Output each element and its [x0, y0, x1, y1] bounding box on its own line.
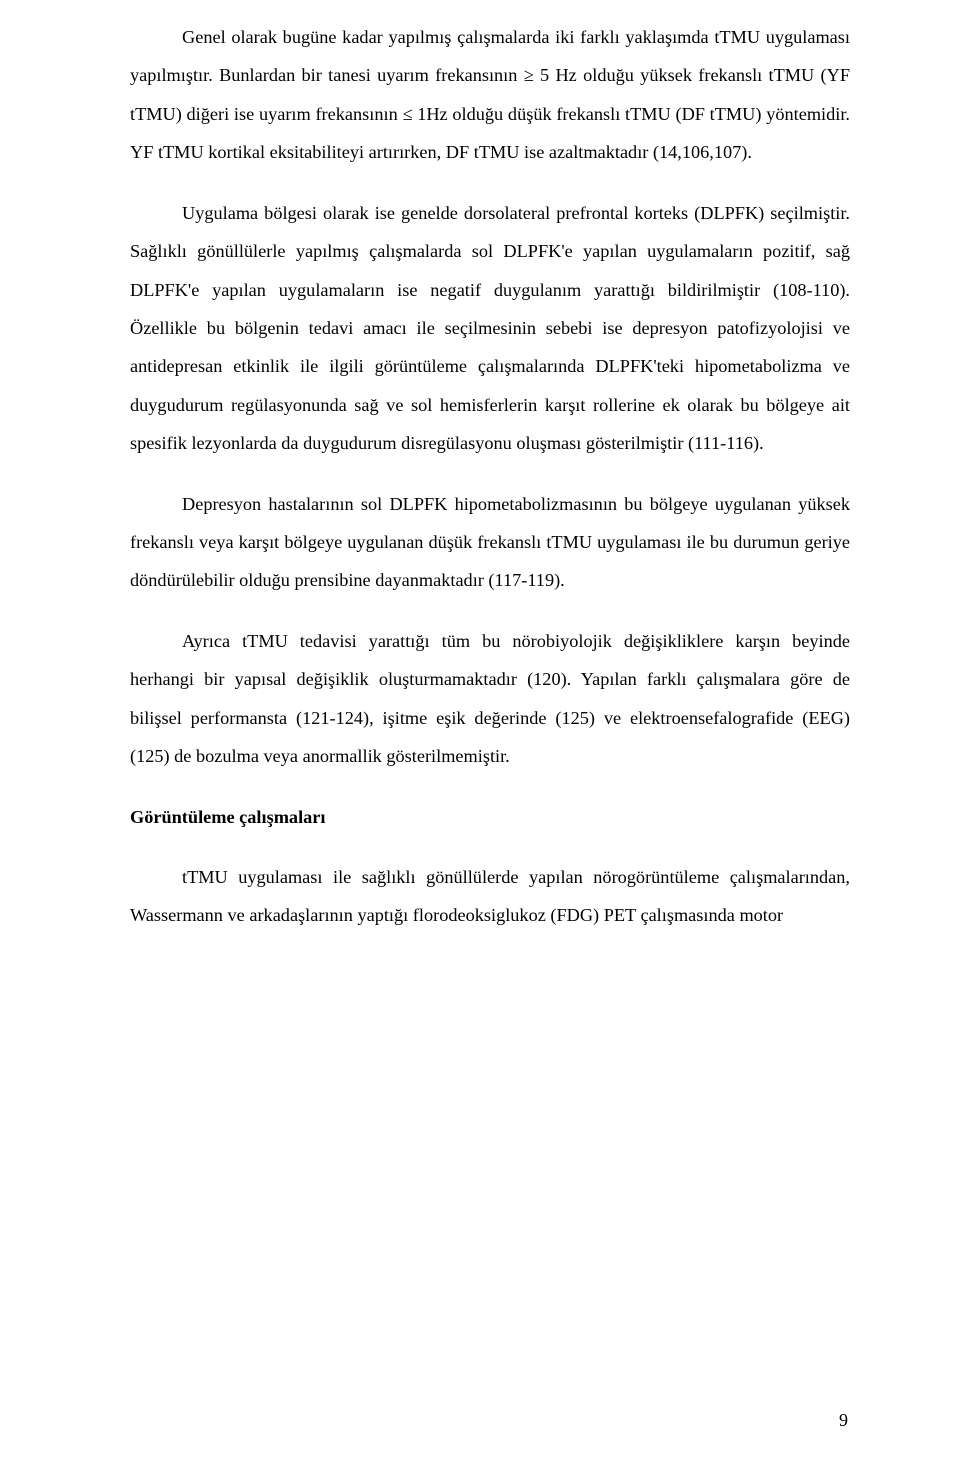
paragraph-5: tTMU uygulaması ile sağlıklı gönüllülerd… — [130, 858, 850, 935]
document-page: Genel olarak bugüne kadar yapılmış çalış… — [0, 0, 960, 1472]
section-heading: Görüntüleme çalışmaları — [130, 798, 850, 836]
paragraph-4: Ayrıca tTMU tedavisi yarattığı tüm bu nö… — [130, 622, 850, 776]
paragraph-2: Uygulama bölgesi olarak ise genelde dors… — [130, 194, 850, 463]
paragraph-3: Depresyon hastalarının sol DLPFK hipomet… — [130, 485, 850, 600]
page-number: 9 — [839, 1402, 848, 1440]
paragraph-1: Genel olarak bugüne kadar yapılmış çalış… — [130, 18, 850, 172]
